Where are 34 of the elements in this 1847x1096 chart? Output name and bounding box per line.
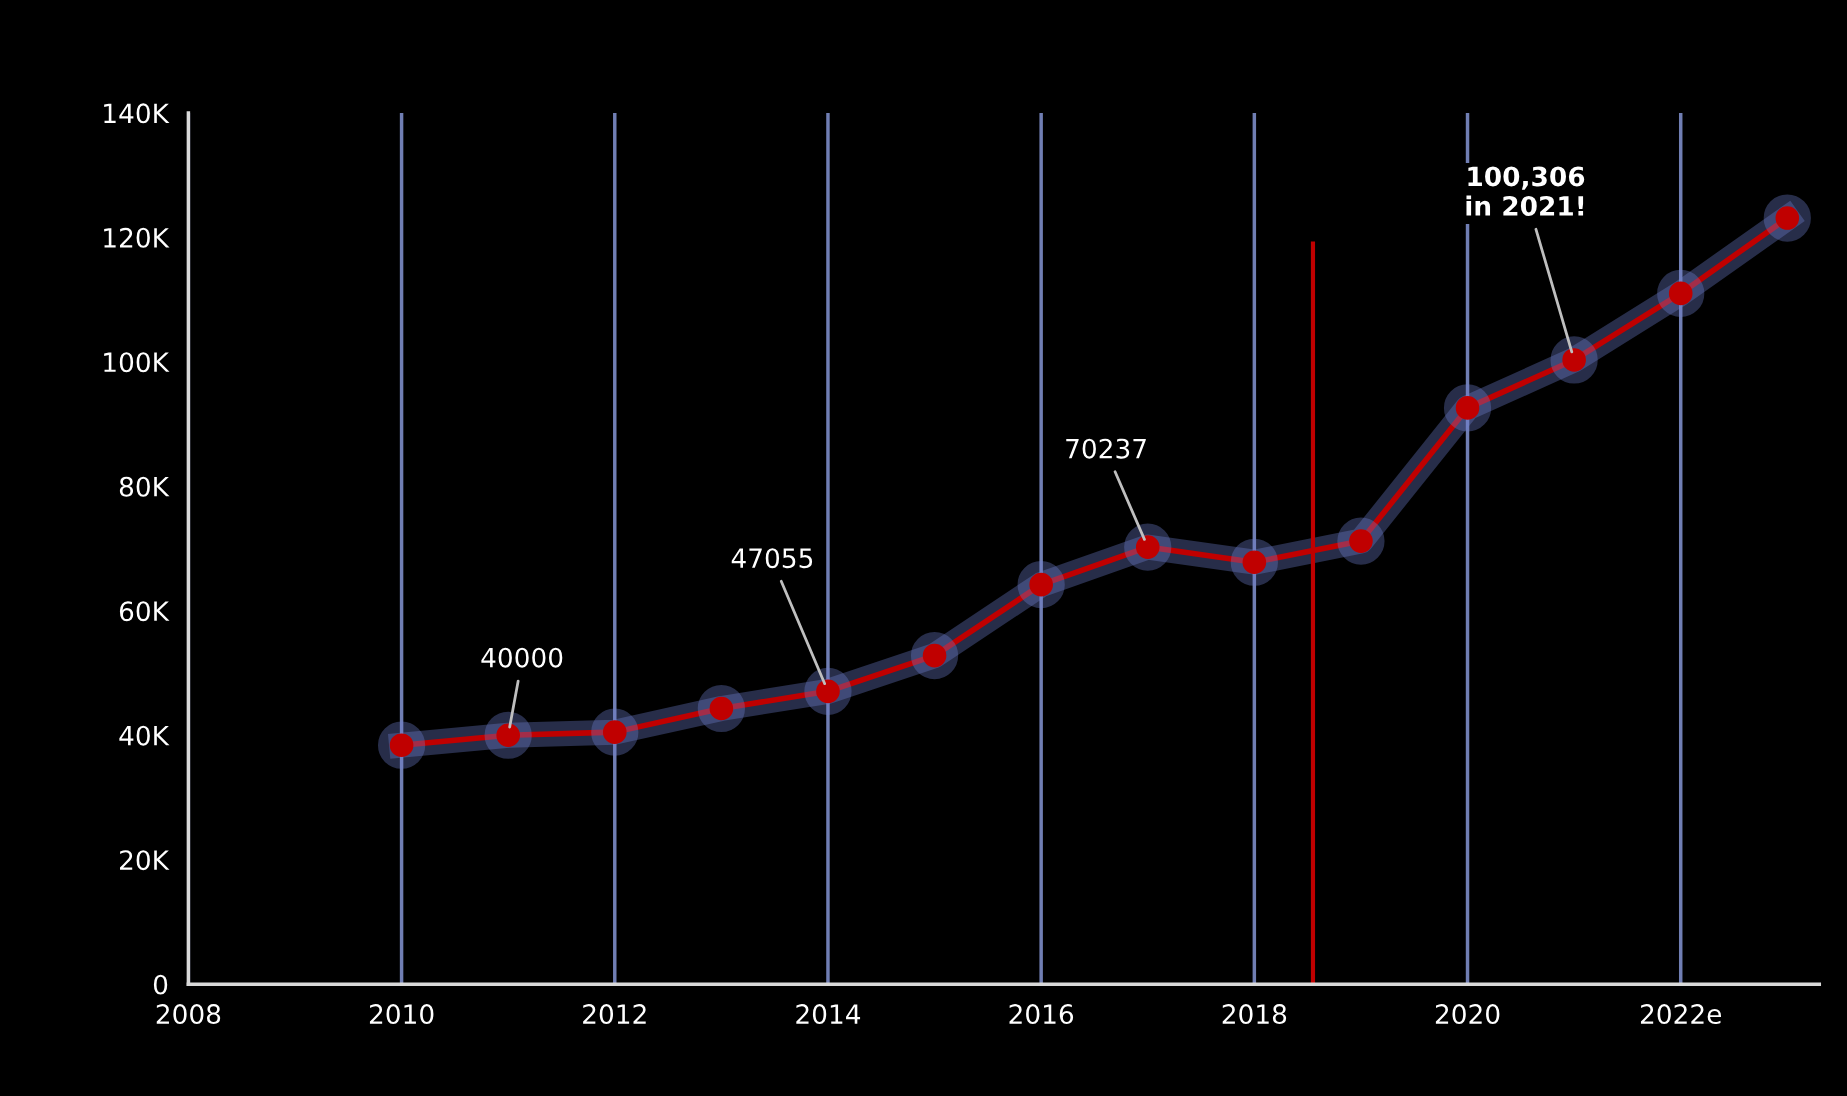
y-tick-label: 140K <box>104 103 170 124</box>
y-tick-label: 100K <box>104 352 170 373</box>
x-tick-label: 2016 <box>1009 1004 1074 1025</box>
point <box>910 631 959 680</box>
point <box>1337 517 1385 565</box>
y-tick-label: 40K <box>119 725 170 746</box>
x-tick-label: 2008 <box>156 1004 221 1025</box>
annotation: 70237 <box>1066 438 1146 459</box>
point <box>484 711 532 759</box>
x-tick-label: 2022e <box>1640 1004 1722 1025</box>
point <box>697 684 745 733</box>
point <box>1443 384 1492 432</box>
annotation: 40000 <box>481 647 563 668</box>
point <box>1124 523 1172 571</box>
x-tick-label: 2010 <box>369 1004 434 1025</box>
y-tick-label: 120K <box>104 227 170 248</box>
point <box>1657 269 1705 317</box>
y-tick-label: 60K <box>119 601 170 622</box>
x-tick-label: 2018 <box>1222 1004 1287 1025</box>
point <box>1017 561 1065 609</box>
point <box>1763 194 1811 242</box>
point <box>804 667 852 715</box>
x-tick-label: 2020 <box>1435 1004 1500 1025</box>
y-tick-label: 80K <box>119 476 170 497</box>
annotation: 100,306 in 2021! <box>1466 166 1585 216</box>
point <box>1550 336 1598 384</box>
point <box>377 721 426 769</box>
y-tick-label: 0 <box>153 974 168 995</box>
x-tick-label: 2012 <box>583 1004 646 1025</box>
annotation: 47055 <box>731 548 813 569</box>
x-tick-label: 2014 <box>796 1004 861 1025</box>
y-tick-label: 20K <box>120 850 170 871</box>
point <box>1230 538 1278 586</box>
point <box>591 708 639 756</box>
